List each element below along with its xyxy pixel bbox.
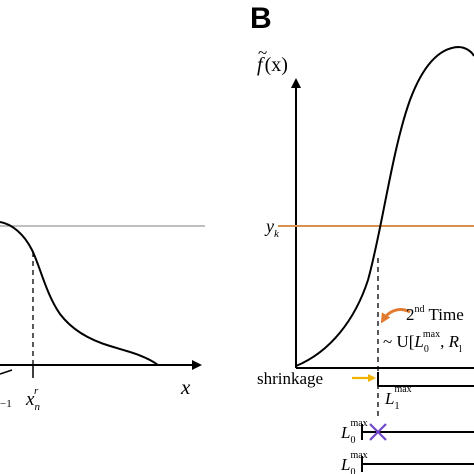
left-panel: −1 xnr x (0, 221, 205, 413)
left-bracket (0, 369, 13, 375)
l1-max-label: L1max (384, 384, 412, 412)
panel-b-label: B (250, 2, 272, 35)
xn-r-label: xnr (25, 385, 40, 413)
l0a-max-label: L0max (340, 418, 368, 446)
left-curve (0, 221, 159, 366)
second-time-label: 2nd Time (406, 304, 464, 324)
second-time-arrow (380, 308, 411, 324)
distribution-label: ~ U[L0max, Rl (383, 329, 462, 355)
right-curve (295, 45, 474, 367)
y-axis-label: f (x) (257, 54, 288, 76)
left-partial-label: −1 (0, 398, 12, 410)
l0b-max-label: L0max (340, 450, 368, 474)
yk-label: yk (264, 216, 280, 240)
y-axis-label-tilde: ~ (258, 43, 267, 62)
shrinkage-label: shrinkage (257, 369, 323, 388)
left-x-axis-label: x (180, 375, 191, 399)
cross-icon (369, 423, 387, 441)
right-panel: B ~ f (x) yk 2nd Time ~ U[L0max, Rl shrin (250, 2, 474, 474)
